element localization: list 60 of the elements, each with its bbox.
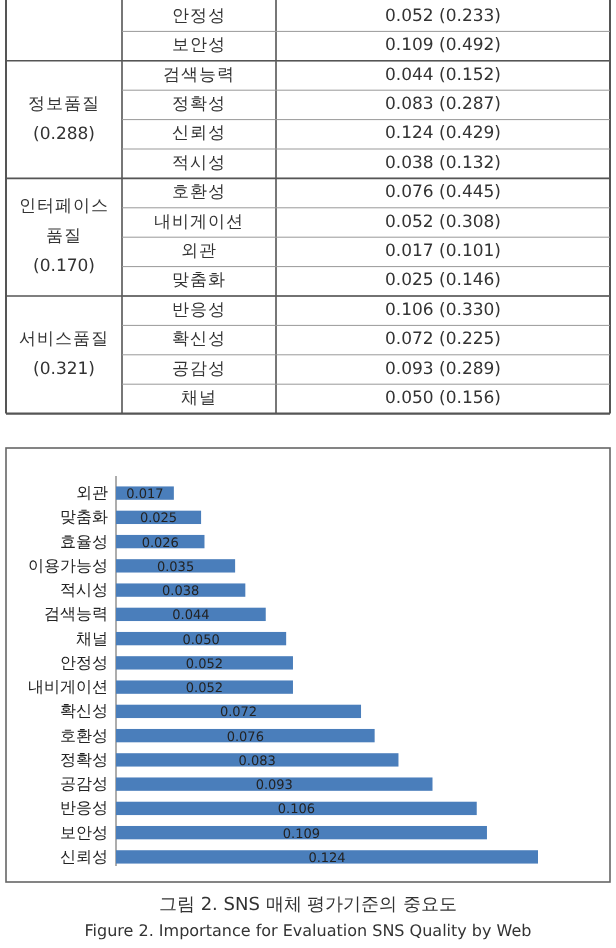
- y-tick-label: 채널: [76, 629, 108, 648]
- text: 정보품질 (0.288): [28, 94, 100, 145]
- data-label: 0.025 (0.146): [384, 271, 502, 292]
- data-label: 0.106 (0.330): [384, 300, 502, 321]
- y-tick-label: 확신성: [60, 702, 108, 721]
- bar: [116, 850, 538, 864]
- data-label: 0.052 (0.233): [384, 6, 502, 27]
- category-label: 맞춤화: [172, 271, 226, 292]
- category-label: 공감성: [172, 359, 226, 380]
- y-tick-label: 검색능력: [44, 605, 108, 624]
- bar: [116, 801, 477, 816]
- category-label: 정확성: [172, 94, 226, 115]
- data-label: 0.072 (0.225): [384, 330, 502, 351]
- y-tick-label: 보안성: [60, 823, 108, 842]
- bar: [116, 728, 375, 743]
- y-tick-label: 효율성: [60, 532, 108, 551]
- category-label: 검색능력: [163, 65, 235, 86]
- text: Figure 2. Importance for Evaluation SNS Quality by Web: [84, 922, 532, 940]
- data-label: 0.124 (0.429): [384, 124, 502, 145]
- data-label: 0.109 (0.492): [384, 36, 502, 57]
- y-tick-label: 정확성: [60, 750, 108, 769]
- category-label: 안정성: [172, 6, 226, 27]
- data-label: 0.093 (0.289): [384, 359, 502, 380]
- y-tick-label: 맞춤화: [60, 508, 108, 527]
- bar: [116, 825, 487, 840]
- y-tick-label: 신뢰성: [60, 847, 108, 866]
- data-label: 0.044 (0.152): [384, 65, 502, 86]
- y-tick-label: 호환성: [60, 726, 108, 745]
- bar: [116, 559, 236, 573]
- category-label: 내비게이션: [154, 212, 244, 233]
- data-label: 0.038 (0.132): [384, 153, 502, 174]
- y-tick-label: 안정성: [60, 653, 108, 672]
- data-label: 0.052 (0.308): [384, 212, 502, 233]
- bar: [116, 680, 293, 694]
- y-tick-label: 외관: [76, 484, 108, 503]
- bar: [116, 704, 362, 719]
- category-label: 신뢰성: [172, 124, 226, 145]
- bar: [116, 777, 433, 791]
- text: 인터페이스 품질 (0.170): [19, 197, 109, 278]
- bar: [116, 583, 246, 597]
- y-tick-label: 공감성: [60, 775, 108, 794]
- y-tick-label: 내비게이션: [28, 678, 108, 697]
- category-label: 확신성: [172, 330, 226, 351]
- bar: [116, 656, 293, 670]
- category-label: 채널: [181, 388, 217, 409]
- data-label: 0.017 (0.101): [384, 241, 502, 262]
- category-label: 외관: [181, 241, 217, 262]
- data-label: 0.076 (0.445): [384, 183, 502, 204]
- data-label: 0.050 (0.156): [384, 388, 502, 409]
- y-tick-label: 적시성: [60, 581, 108, 600]
- text: 서비스품질 (0.321): [19, 329, 109, 380]
- category-label: 보안성: [172, 36, 226, 57]
- text: 그림 2. SNS 매체 평가기준의 중요도: [158, 896, 458, 916]
- category-label: 호환성: [172, 183, 226, 204]
- y-tick-label: 반응성: [60, 799, 108, 818]
- category-label: 반응성: [172, 300, 226, 321]
- bar: [116, 753, 399, 767]
- data-label: 0.083 (0.287): [384, 94, 502, 115]
- y-tick-label: 이용가능성: [28, 556, 108, 575]
- category-label: 적시성: [172, 153, 226, 174]
